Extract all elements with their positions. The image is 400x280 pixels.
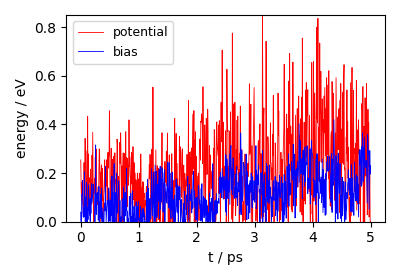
bias — [332, 118, 336, 121]
bias — [298, 172, 303, 176]
potential — [96, 168, 101, 171]
bias — [247, 182, 252, 185]
potential — [247, 82, 252, 85]
bias — [263, 196, 268, 199]
bias — [255, 199, 260, 202]
bias — [79, 220, 84, 223]
Y-axis label: energy / eV: energy / eV — [15, 78, 29, 158]
potential — [368, 220, 373, 223]
potential — [260, 13, 265, 17]
bias — [96, 185, 101, 188]
Line: potential: potential — [81, 15, 370, 222]
potential — [264, 39, 268, 43]
Line: bias: bias — [81, 120, 370, 222]
bias — [328, 176, 333, 179]
X-axis label: t / ps: t / ps — [208, 251, 243, 265]
potential — [328, 135, 333, 138]
potential — [84, 220, 88, 223]
potential — [255, 188, 260, 191]
potential — [78, 158, 83, 162]
bias — [78, 211, 83, 214]
potential — [299, 185, 304, 188]
bias — [368, 164, 373, 167]
Legend: potential, bias: potential, bias — [72, 21, 173, 64]
